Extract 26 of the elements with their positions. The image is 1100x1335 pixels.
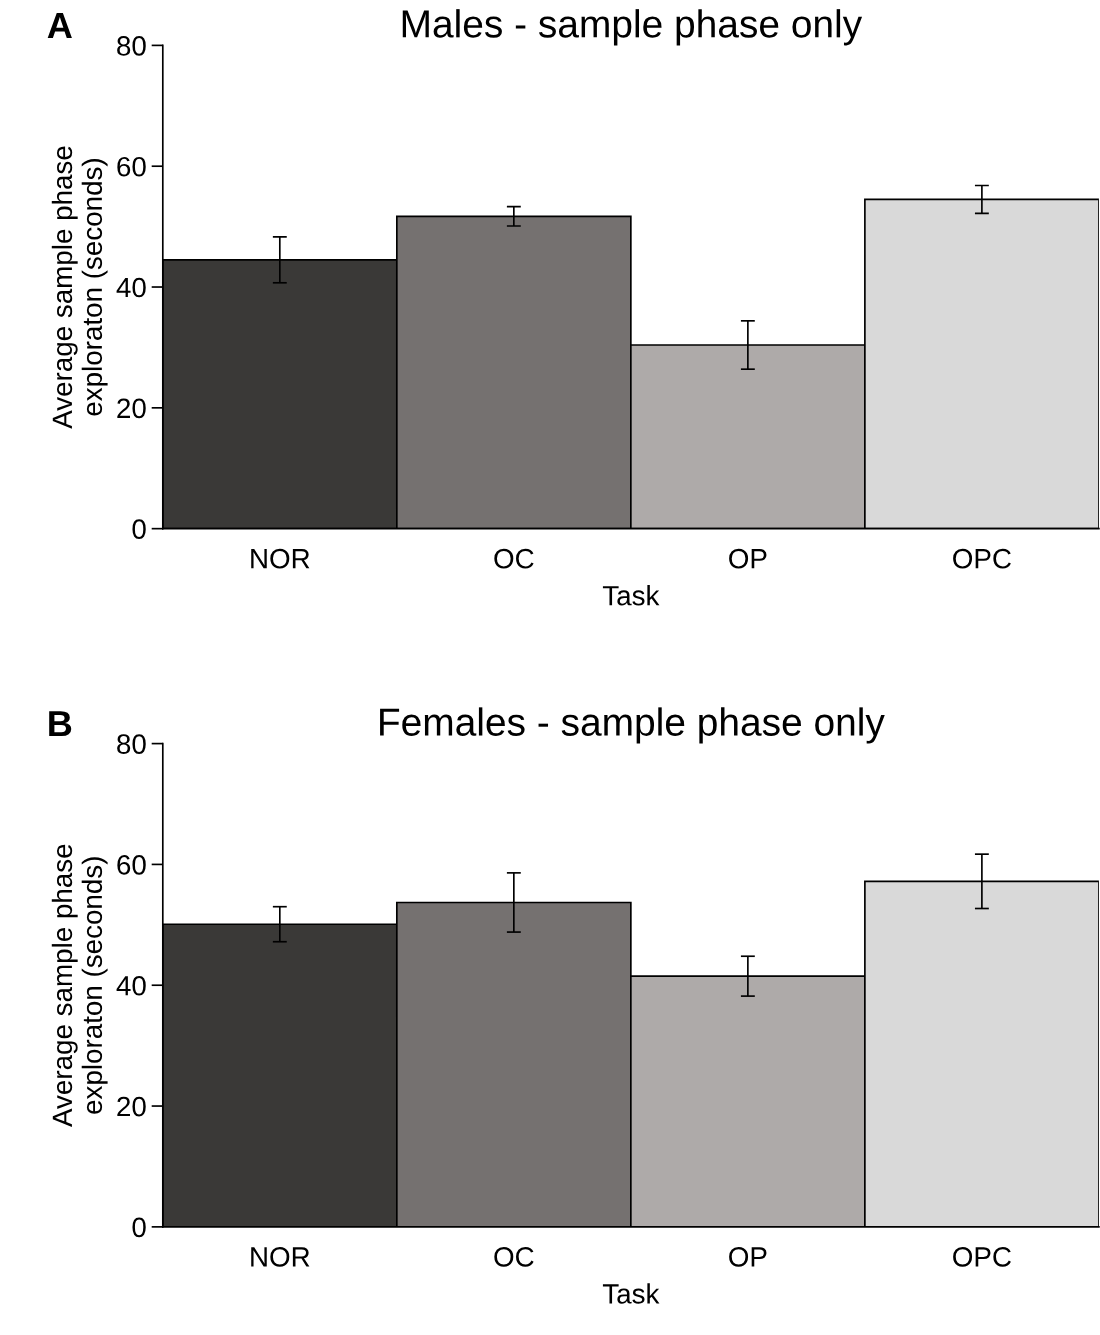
x-tick-label: NOR (251, 548, 310, 569)
x-tick-label: OPC (953, 548, 1011, 569)
y-tick-label: 0 (132, 1217, 146, 1238)
x-tick-label: OP (729, 548, 767, 569)
y-tick-label: 40 (116, 277, 146, 298)
x-tick-label: OP (729, 1247, 767, 1267)
x-tick-label: OC (494, 1247, 534, 1267)
y-tick-label: 0 (132, 519, 146, 539)
y-tick-label: 80 (117, 36, 146, 56)
y-axis-title: Average sample phase exploraton (seconds) (51, 146, 108, 429)
y-tick-label: 80 (117, 734, 146, 754)
x-tick-label: OC (494, 548, 534, 569)
x-tick-label: OPC (953, 1247, 1011, 1267)
y-tick-label: 60 (117, 156, 146, 177)
y-tick-label: 20 (117, 398, 146, 419)
y-tick-label: 40 (116, 975, 146, 996)
chart-title: Males - sample phase only (402, 9, 863, 46)
x-axis-title: Task (602, 1283, 660, 1304)
y-axis-title: Average sample phase exploraton (seconds) (51, 844, 108, 1127)
y-tick-label: 60 (117, 855, 146, 875)
text: A (47, 13, 72, 38)
y-tick-label: 20 (117, 1096, 146, 1117)
x-tick-label: NOR (251, 1247, 310, 1267)
x-axis-title: Task (602, 585, 660, 606)
text: B (49, 711, 72, 737)
chart-title: Females - sample phase only (380, 707, 885, 744)
